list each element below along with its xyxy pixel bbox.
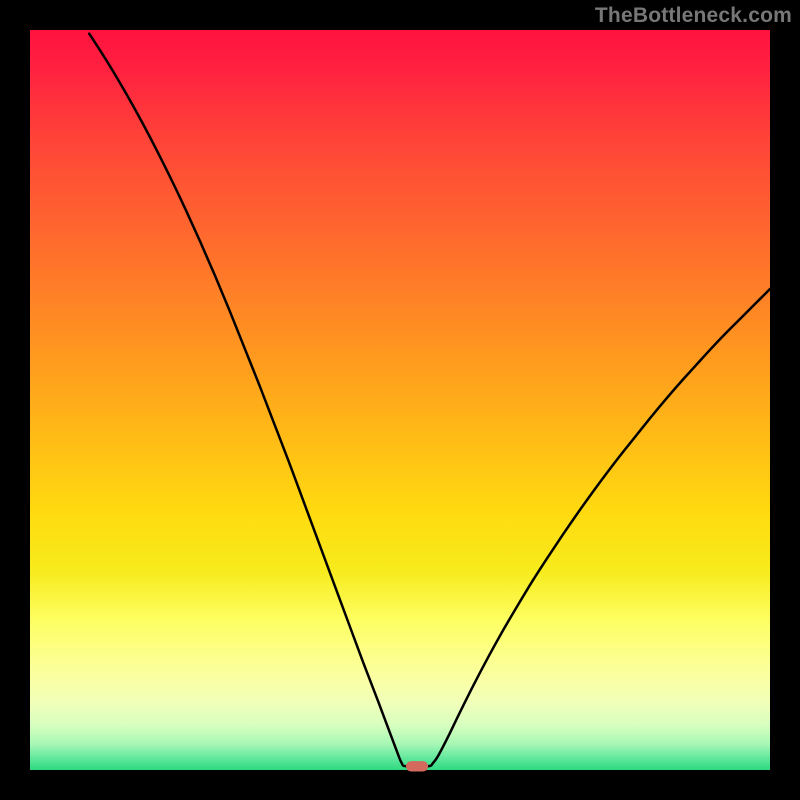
optimal-marker [406, 761, 428, 771]
plot-background [30, 30, 770, 770]
bottleneck-chart [0, 0, 800, 800]
watermark-text: TheBottleneck.com [595, 4, 792, 28]
chart-container: TheBottleneck.com [0, 0, 800, 800]
